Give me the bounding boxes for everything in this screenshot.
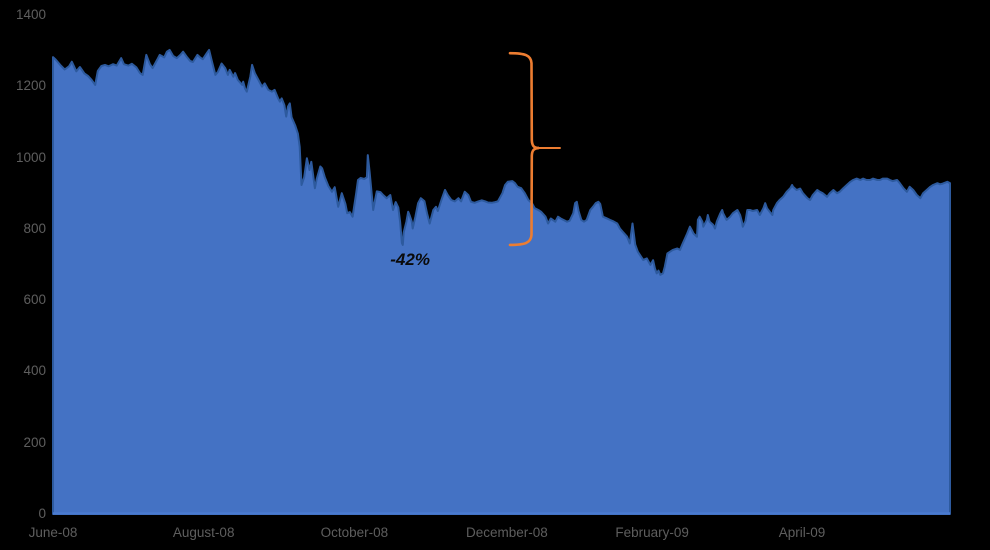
x-axis-tick-label: December-08 <box>465 525 548 540</box>
y-axis-tick-label: 600 <box>23 292 46 308</box>
y-axis-tick-label: 400 <box>23 363 46 379</box>
y-axis-tick-label: 1400 <box>15 7 46 22</box>
drop-annotation: -42% <box>390 249 430 269</box>
y-axis-tick-label: 0 <box>38 506 46 521</box>
y-axis-tick-label: 1000 <box>15 149 46 165</box>
y-axis-tick-label: 1200 <box>15 78 46 94</box>
x-axis-tick-label: April-09 <box>778 525 826 540</box>
x-axis-tick-label: June-08 <box>28 525 78 540</box>
y-axis-tick-label: 200 <box>23 434 46 450</box>
index-area-series <box>52 48 951 515</box>
x-axis-tick-label: October-08 <box>320 525 389 540</box>
y-axis-tick-label: 800 <box>23 220 46 236</box>
x-axis-tick-label: August-08 <box>172 525 235 540</box>
x-axis-tick-label: February-09 <box>615 525 689 540</box>
